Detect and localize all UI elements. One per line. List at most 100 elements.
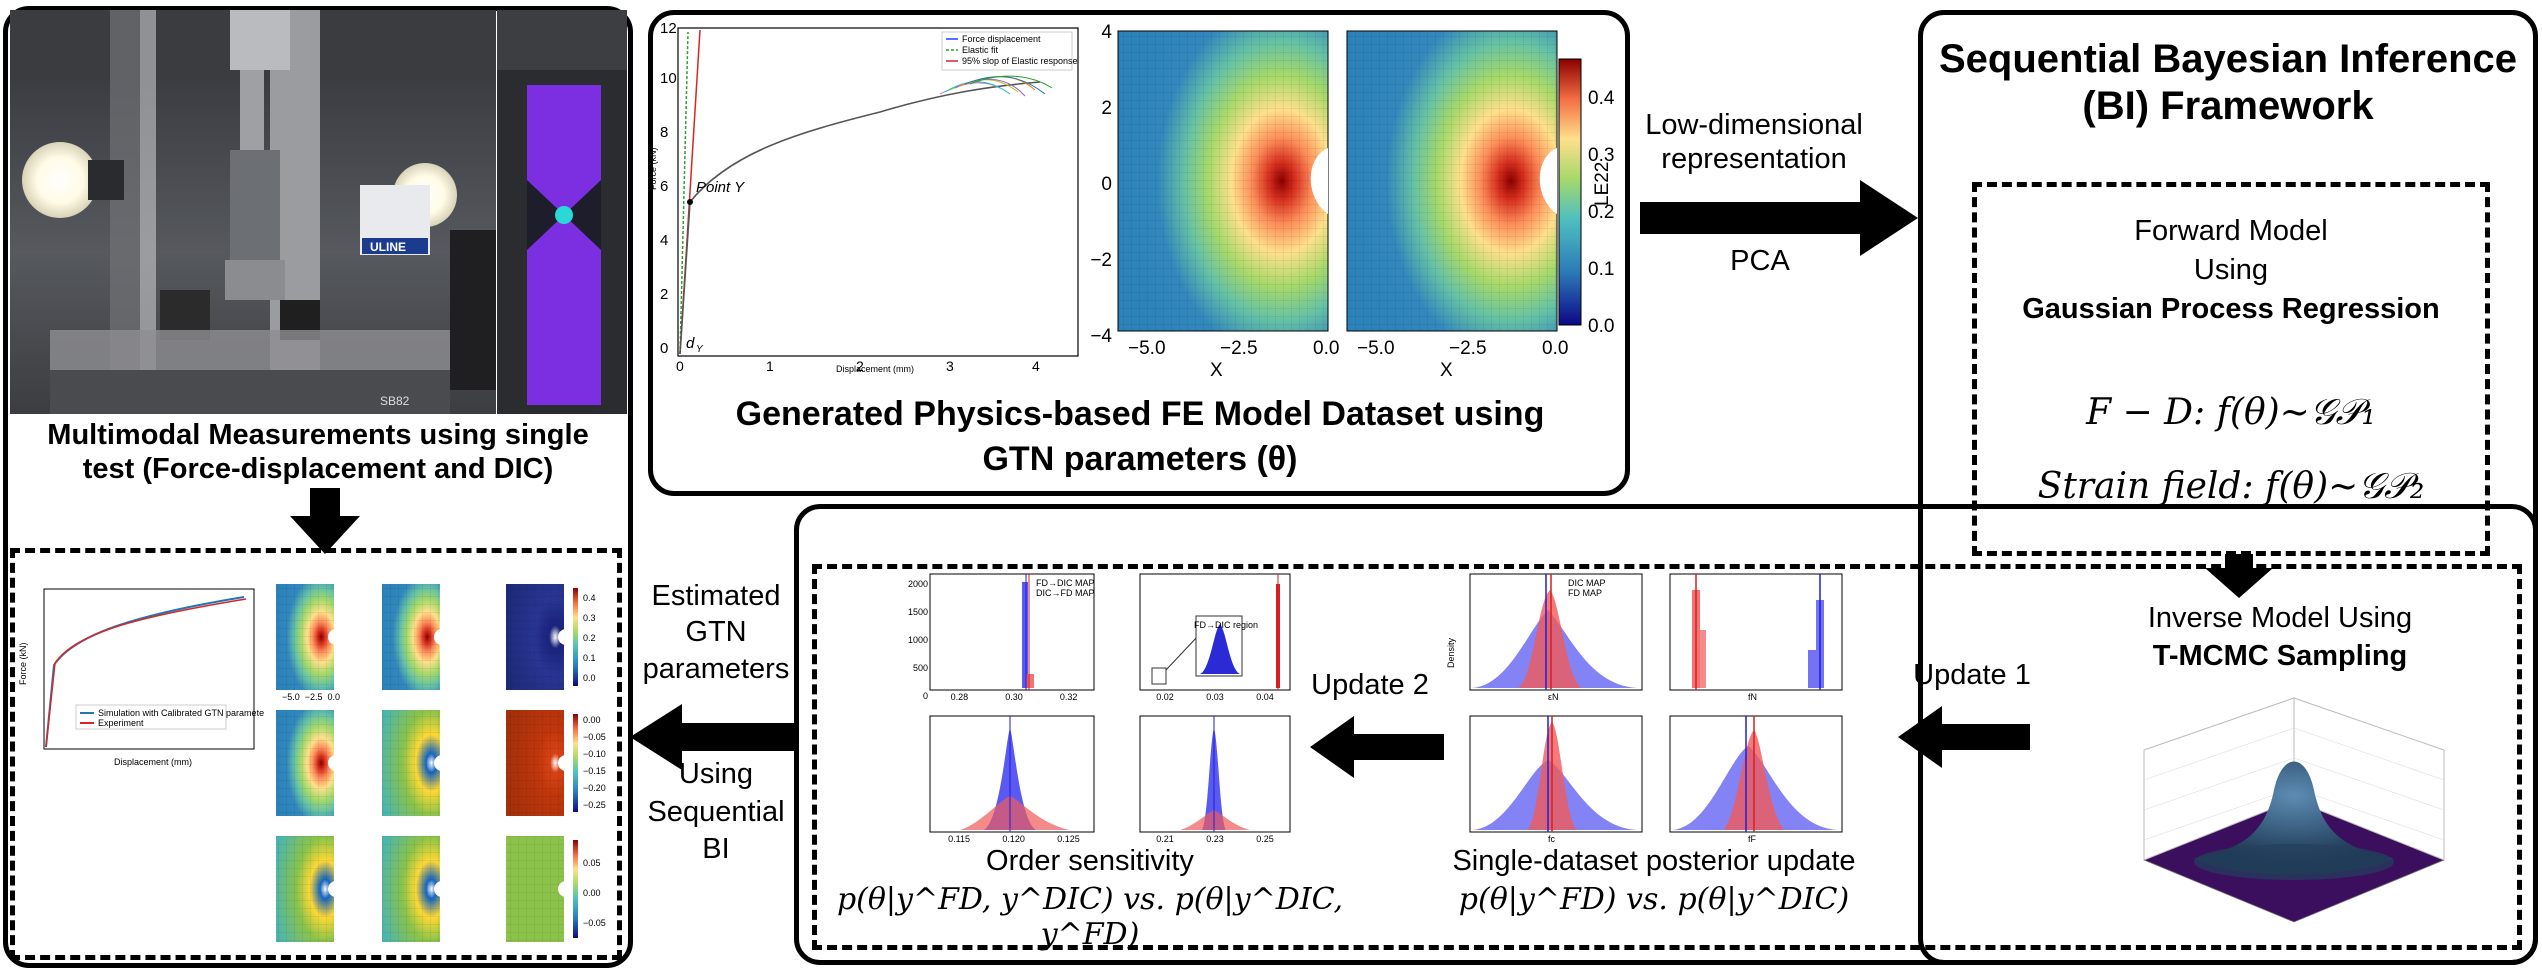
measurement-title: Multimodal Measurements using single tes… xyxy=(8,418,628,486)
post-xlabel-3: fF xyxy=(1748,834,1756,844)
cb2-tick-1: −0.05 xyxy=(583,732,606,742)
sequential-panel-outline xyxy=(794,504,2538,965)
cb-tick-2: 0.2 xyxy=(1588,202,1615,223)
order-legend-a: FD→DIC MAP xyxy=(1036,578,1095,588)
field-xticks-row1: −5.0 −2.5 0.0 xyxy=(282,692,340,702)
cb-tick-0: 0.4 xyxy=(1588,88,1615,109)
fd-dy-sub: Y xyxy=(696,344,704,355)
fd-legend-sim: Simulation with Calibrated GTN parameter… xyxy=(98,708,264,718)
single-posterior-plots xyxy=(1469,573,1843,833)
forward-line1: Forward Model xyxy=(2134,215,2328,247)
cb3-tick-1: 0.00 xyxy=(583,888,601,898)
order-legend: FD→DIC MAP DIC→FD MAP xyxy=(1036,578,1095,598)
order-xtick-en-2: 0.32 xyxy=(1059,692,1078,702)
posterior-legend-1: DIC MAP FD MAP xyxy=(1568,578,1606,598)
measurement-title-line2: test (Force-displacement and DIC) xyxy=(82,453,554,486)
field-ytick-2: 0 xyxy=(1101,174,1112,195)
fxl-2: 0.0 xyxy=(1313,338,1340,359)
field-xticks-left: −5.0 −2.5 0.0 xyxy=(1128,338,1348,362)
single-posterior-formula: p(θ|y^FD) vs. p(θ|y^DIC) xyxy=(1458,882,1850,917)
update1-arrow xyxy=(1898,706,2030,768)
order-ytick-1: 1500 xyxy=(907,607,928,617)
order-xticks-fc: 0.115 0.120 0.125 xyxy=(932,834,1096,844)
field-xtick-2: 0.0 xyxy=(327,692,340,702)
fd-ytick-4: 8 xyxy=(660,124,669,141)
pca-arrow xyxy=(1640,180,1918,256)
pca-top-label: Low-dimensional representation xyxy=(1634,108,1874,176)
cb2-tick-5: −0.25 xyxy=(583,800,606,810)
cb-tick-3: 0.1 xyxy=(1588,259,1615,280)
order-xticks-fn: 0.02 0.03 0.04 xyxy=(1140,692,1290,702)
est-line1: Estimated xyxy=(651,580,781,612)
cb2-tick-2: −0.10 xyxy=(583,749,606,759)
order-xtick-fn-1: 0.03 xyxy=(1206,692,1224,702)
fd-legend-0: Force displacement xyxy=(962,34,1041,44)
dataset-title-line1: Generated Physics-based FE Model Dataset… xyxy=(735,395,1545,433)
order-ytick-4: 0 xyxy=(922,691,928,701)
order-plot-ff xyxy=(1139,715,1291,833)
using-line3: BI xyxy=(702,833,730,866)
cb1-labels: 0.4 0.3 0.2 0.1 0.0 xyxy=(583,588,596,688)
field-row-2 xyxy=(276,710,578,816)
cb1-tick-3: 0.1 xyxy=(583,653,596,663)
fd-curve-bundle xyxy=(939,75,1053,97)
posterior-plot-en xyxy=(1469,573,1643,691)
forward-line3: Gaussian Process Regression xyxy=(2022,293,2440,326)
using-line1: Using xyxy=(678,758,754,790)
field-xtick-1: −2.5 xyxy=(304,692,323,702)
cb1-tick-1: 0.3 xyxy=(583,613,596,623)
posterior-plot-fc xyxy=(1469,715,1643,833)
fxl-1: −2.5 xyxy=(1220,338,1258,359)
cb3-tick-0: 0.05 xyxy=(583,858,601,868)
forward-model-label: Forward Model Using Gaussian Process Reg… xyxy=(1976,212,2486,329)
field-xlabel-left: X xyxy=(1210,360,1223,381)
posterior-legend-fd: FD MAP xyxy=(1568,588,1603,598)
down-arrow-measurement xyxy=(290,488,360,554)
order-legend-b: DIC→FD MAP xyxy=(1036,588,1095,598)
fd-xtick-0: 0 xyxy=(676,358,684,374)
fd-ytick-5: 10 xyxy=(660,70,677,87)
cb3-labels: 0.05 0.00 −0.05 xyxy=(583,848,606,938)
field-row-1 xyxy=(276,584,578,690)
cb3-tick-2: −0.05 xyxy=(583,918,606,928)
update2-arrow xyxy=(1310,716,1444,778)
order-xtick-fn-0: 0.02 xyxy=(1156,692,1174,702)
order-plot-fc xyxy=(929,715,1095,833)
field-ytick-0: 4 xyxy=(1101,22,1112,43)
order-xtick-fc-2: 0.125 xyxy=(1057,834,1080,844)
posterior-plot-ff xyxy=(1669,715,1843,833)
order-xtick-ff-0: 0.21 xyxy=(1156,834,1174,844)
cb-tick-1: 0.3 xyxy=(1588,145,1615,166)
order-xtick-fn-2: 0.04 xyxy=(1256,692,1274,702)
posterior-xlabels: εN fN fc fF xyxy=(1448,692,1868,852)
cb1-tick-4: 0.0 xyxy=(583,673,596,683)
fd-ytick-6: 12 xyxy=(660,20,677,37)
update2-label: Update 2 xyxy=(1311,669,1429,701)
field-ytick-1: 2 xyxy=(1101,98,1112,119)
tmcmc-surface-plot xyxy=(2143,697,2445,923)
order-ytick-0: 2000 xyxy=(907,579,928,589)
inverse-line1: Inverse Model Using xyxy=(2147,602,2413,634)
field-ytick-3: −2 xyxy=(1090,250,1112,271)
fd-legend-exp: Experiment xyxy=(98,718,144,728)
lab-setup-photo: ULINE SB82 xyxy=(10,10,496,414)
pca-top-line2: representation xyxy=(1661,143,1847,176)
down-arrow-framework xyxy=(2205,554,2273,598)
inverse-model-label: Inverse Model Using T-MCMC Sampling xyxy=(2050,600,2510,675)
fd-point-y-label: Point Y xyxy=(696,179,745,196)
using-line2: Sequential xyxy=(647,795,785,828)
colorbar-ticks: 0.4 0.3 0.2 0.1 0.0 xyxy=(1588,70,1614,355)
gp-eq-1: F − D: f(θ)~𝒢𝒫₁ xyxy=(2086,392,2376,433)
cb2-labels: 0.00 −0.05 −0.10 −0.15 −0.20 −0.25 xyxy=(583,712,606,814)
update1-label: Update 1 xyxy=(1913,659,2031,691)
dic-specimen-photo xyxy=(497,10,627,414)
fd-yticks: 0 2 4 6 8 10 12 xyxy=(660,20,678,362)
order-sensitivity-title: Order sensitivity xyxy=(986,845,1194,877)
posterior-plot-fn xyxy=(1669,573,1843,691)
forward-line2: Using xyxy=(2193,254,2269,287)
order-xtick-fc-0: 0.115 xyxy=(948,834,971,844)
fd-result-xlabel: Displacement (mm) xyxy=(114,757,192,767)
gp-eq-2: Strain field: f(θ)~𝒢𝒫₂ xyxy=(2037,466,2425,507)
framework-title: Sequential Bayesian Inference (BI) Frame… xyxy=(1922,36,2534,130)
order-inset-label: FD→DIC region xyxy=(1194,620,1259,630)
